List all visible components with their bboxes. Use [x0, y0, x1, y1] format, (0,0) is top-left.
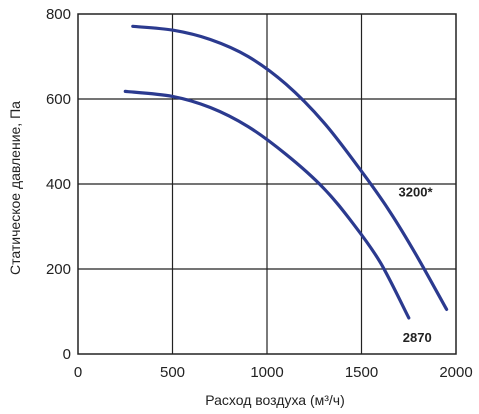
y-tick-label-0: 0 [63, 346, 71, 363]
y-tick-label-4: 800 [46, 6, 71, 23]
y-tick-label-3: 600 [46, 91, 71, 108]
x-tick-label-3: 1500 [345, 364, 378, 381]
x-axis-title: Расход воздуха (м³/ч) [205, 392, 345, 408]
x-tick-label-4: 2000 [439, 364, 472, 381]
series-line-2870 [123, 89, 411, 320]
y-tick-label-1: 200 [46, 261, 71, 278]
y-tick-label-2: 400 [46, 176, 71, 193]
series-labels: 3200* 2870 [399, 184, 434, 345]
series-label-2870: 2870 [403, 330, 432, 345]
series-line-3200* [131, 24, 449, 311]
series-layer [123, 24, 449, 320]
y-axis-title: Статическое давление, Па [7, 101, 23, 275]
x-tick-label-1: 500 [160, 364, 185, 381]
series-label-3200*: 3200* [399, 184, 434, 199]
x-tick-label-2: 1000 [250, 364, 283, 381]
y-axis-ticks: 0 200 400 600 800 [46, 6, 71, 363]
x-axis-ticks: 0 500 1000 1500 2000 [74, 364, 473, 381]
plot-frame [77, 13, 457, 355]
x-tick-label-0: 0 [74, 364, 82, 381]
